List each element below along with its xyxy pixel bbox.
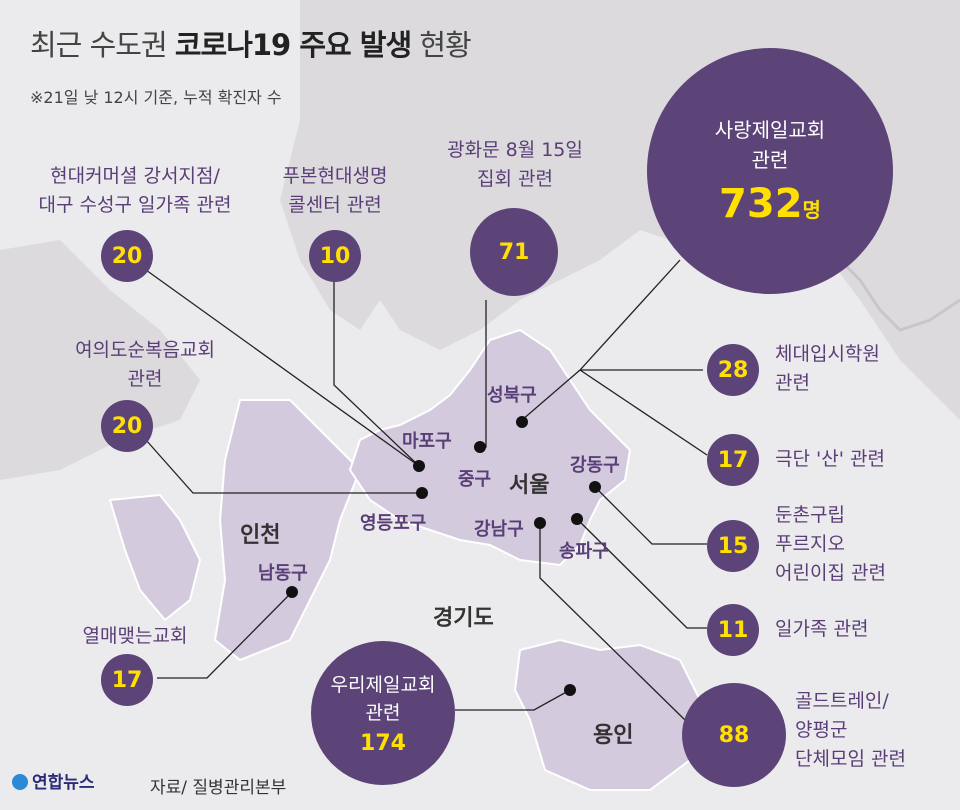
line-poobon	[333, 270, 420, 467]
district-namdong: 남동구	[258, 563, 308, 584]
region-incheon: 인천	[240, 523, 281, 548]
region-gyeonggi: 경기도	[433, 606, 494, 631]
line-golden	[539, 523, 686, 721]
count-yeolmae: 17	[101, 654, 153, 706]
golden-label-1: 골드트레인/	[795, 690, 889, 712]
yonhap-logo: 연합뉴스	[12, 768, 95, 793]
dot-namdong	[286, 586, 298, 598]
line-woori	[455, 689, 571, 711]
district-songpa: 송파구	[559, 541, 609, 562]
count-sports-academy: 28	[707, 344, 759, 396]
count-theater: 17	[707, 434, 759, 486]
sarang-label-1: 사랑제일교회	[714, 118, 826, 142]
count-golden-train: 88	[682, 683, 786, 787]
label-yeouido: 여의도순복음교회 관련	[20, 336, 270, 394]
dunchon-label-1: 둔촌구립	[775, 504, 845, 526]
poobon-label-1: 푸본현대생명	[282, 165, 388, 187]
seoul-shape	[348, 328, 632, 567]
district-yeongdeungpo: 영등포구	[360, 513, 427, 534]
yongin-shape	[513, 638, 702, 791]
title-light-1: 최근 수도권	[30, 28, 168, 62]
label-yeolmae: 열매맺는교회	[82, 625, 188, 647]
district-gangdong: 강동구	[570, 455, 620, 476]
dot-seongbuk	[516, 416, 528, 428]
circle-woori: 우리제일교회 관련 174	[311, 641, 455, 785]
title-bold: 코로나19 주요 발생	[174, 28, 412, 62]
hyundai-label-1: 현대커머셜 강서지점/	[50, 165, 220, 187]
sports-label-1: 체대입시학원	[775, 343, 880, 365]
yeouido-label-1: 여의도순복음교회	[75, 339, 215, 361]
label-dunchon: 둔촌구립 푸르지오 어린이집 관련	[775, 501, 886, 588]
sarang-count-wrap: 732명	[719, 181, 821, 227]
district-seongbuk: 성북구	[487, 385, 537, 406]
dot-gangdong	[589, 481, 601, 493]
page-title: 최근 수도권 코로나19 주요 발생 현황	[30, 22, 472, 64]
line-yeolmae	[157, 591, 293, 679]
line-theater	[579, 369, 708, 456]
region-seoul: 서울	[509, 473, 550, 498]
dunchon-label-2: 푸르지오	[775, 533, 845, 555]
gwanghwamun-label-1: 광화문 8월 15일	[447, 139, 583, 161]
poobon-label-2: 콜센터 관련	[288, 194, 382, 216]
sarang-label-2: 관련	[751, 148, 789, 172]
gwanghwamun-label-2: 집회 관련	[477, 168, 553, 190]
dot-yongin	[564, 684, 576, 696]
hyundai-label-2: 대구 수성구 일가족 관련	[38, 194, 232, 216]
sports-label-2: 관련	[775, 372, 810, 394]
incheon-shape	[213, 399, 362, 662]
woori-count: 174	[360, 730, 406, 756]
golden-label-3: 단체모임 관련	[795, 748, 906, 770]
count-hyundai-commercial: 20	[101, 230, 153, 282]
line-hyundai	[145, 269, 420, 467]
island	[108, 493, 202, 622]
label-poobon: 푸본현대생명 콜센터 관련	[250, 162, 420, 220]
count-gwanghwamun: 71	[470, 208, 558, 296]
count-poobon: 10	[309, 230, 361, 282]
logo-icon	[12, 774, 28, 790]
golden-label-2: 양평군	[795, 719, 848, 741]
dot-yeongdeungpo	[416, 487, 428, 499]
district-gangnam: 강남구	[474, 519, 524, 540]
line-dunchon	[594, 486, 707, 545]
dot-songpa	[571, 513, 583, 525]
label-sports-academy: 체대입시학원 관련	[775, 340, 880, 398]
label-theater: 극단 '산' 관련	[775, 448, 885, 470]
count-family: 11	[707, 604, 759, 656]
label-hyundai-commercial: 현대커머셜 강서지점/ 대구 수성구 일가족 관련	[10, 162, 260, 220]
label-gwanghwamun: 광화문 8월 15일 집회 관련	[420, 136, 610, 194]
label-family: 일가족 관련	[775, 618, 869, 640]
count-yeouido: 20	[101, 400, 153, 452]
line-family	[576, 518, 707, 629]
sarang-unit: 명	[802, 198, 821, 222]
source-note: 자료/ 질병관리본부	[150, 778, 287, 798]
note: ※21일 낮 12시 기준, 누적 확진자 수	[30, 88, 282, 107]
dot-mapo	[413, 460, 425, 472]
district-jung: 중구	[458, 469, 492, 490]
label-golden-train: 골드트레인/ 양평군 단체모임 관련	[795, 687, 906, 774]
line-yeouido	[145, 439, 421, 494]
title-light-2: 현황	[419, 28, 471, 62]
dot-jung	[474, 441, 486, 453]
woori-label-1: 우리제일교회	[330, 673, 436, 696]
logo-text: 연합뉴스	[32, 773, 95, 793]
dunchon-label-3: 어린이집 관련	[775, 562, 886, 584]
circle-sarang: 사랑제일교회 관련 732명	[647, 48, 893, 294]
district-mapo: 마포구	[402, 431, 452, 452]
dot-gangnam	[534, 517, 546, 529]
woori-label-2: 관련	[365, 701, 401, 724]
count-dunchon: 15	[707, 520, 759, 572]
yeouido-label-2: 관련	[127, 368, 163, 390]
sarang-count: 732	[719, 181, 803, 227]
region-yongin: 용인	[593, 723, 634, 748]
